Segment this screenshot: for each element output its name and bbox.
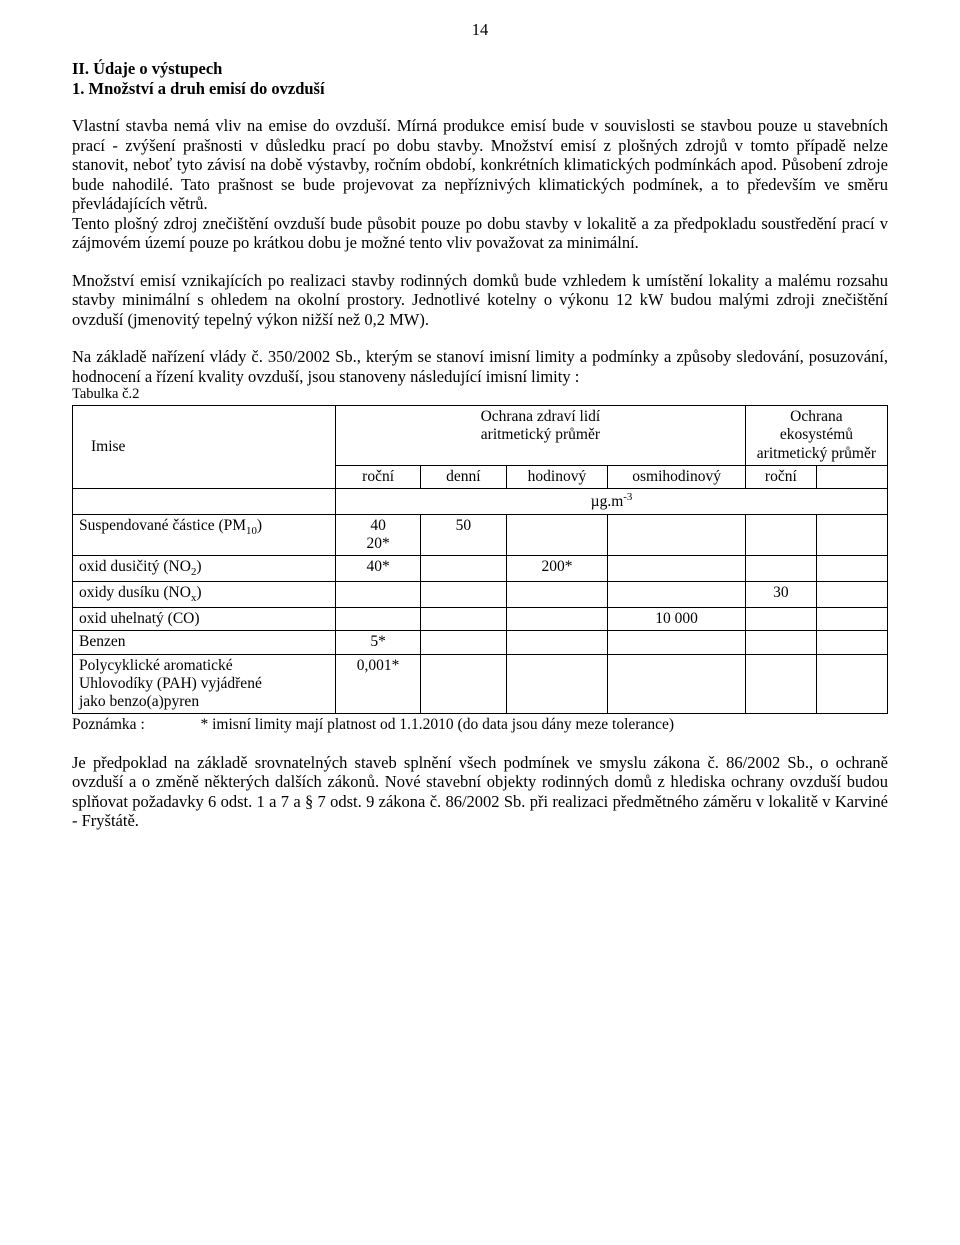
table-sub-rocni2: roční xyxy=(745,465,816,488)
table-row-label: oxid dusičitý (NO2) xyxy=(73,556,336,582)
table-row-label: oxid uhelnatý (CO) xyxy=(73,608,336,631)
table-cell xyxy=(608,582,745,608)
table-cell xyxy=(421,654,506,714)
table-unit-sup: -3 xyxy=(623,491,632,503)
table-head-imise: Imise xyxy=(73,406,336,489)
table-cell xyxy=(506,608,608,631)
table-cell xyxy=(608,631,745,654)
table-cell xyxy=(816,608,887,631)
subscript: 10 xyxy=(246,525,257,537)
page-number: 14 xyxy=(72,20,888,39)
heading-section-2: II. Údaje o výstupech xyxy=(72,59,888,78)
table-row: oxidy dusíku (NOx) 30 xyxy=(73,582,888,608)
paragraph-2: Tento plošný zdroj znečištění ovzduší bu… xyxy=(72,214,888,253)
table-head-eco-line1: Ochrana ekosystémů xyxy=(780,408,853,443)
table-head-zdravi: Ochrana zdraví lidí aritmetický průměr xyxy=(335,406,745,466)
table-cell: 200* xyxy=(506,556,608,582)
table-cell: 4020* xyxy=(335,514,420,556)
table-cell xyxy=(506,514,608,556)
table-cell xyxy=(608,514,745,556)
table-row-label: Benzen xyxy=(73,631,336,654)
table-header-row-1: Imise Ochrana zdraví lidí aritmetický pr… xyxy=(73,406,888,466)
table-head-eco-line2: aritmetický průměr xyxy=(757,445,876,462)
table-cell xyxy=(608,556,745,582)
table-unit-blank xyxy=(73,489,336,514)
paragraph-1: Vlastní stavba nemá vliv na emise do ovz… xyxy=(72,116,888,213)
table-cell xyxy=(335,608,420,631)
table-cell xyxy=(745,608,816,631)
table-cell xyxy=(421,608,506,631)
table-unit-cell: µg.m-3 xyxy=(335,489,887,514)
table-sub-hodinovy: hodinový xyxy=(506,465,608,488)
table-footnote: Poznámka : * imisní limity mají platnost… xyxy=(72,716,888,734)
table-head-eco: Ochrana ekosystémů aritmetický průměr xyxy=(745,406,887,466)
table-sub-blank xyxy=(816,465,887,488)
table-cell xyxy=(816,514,887,556)
table-cell xyxy=(608,654,745,714)
heading-subsection-1: 1. Množství a druh emisí do ovzduší xyxy=(72,79,888,98)
table-cell: 30 xyxy=(745,582,816,608)
table-cell xyxy=(506,631,608,654)
table-head-zdravi-line1: Ochrana zdraví lidí xyxy=(481,408,601,425)
table-row: Suspendované částice (PM10)4020*50 xyxy=(73,514,888,556)
emission-table: Imise Ochrana zdraví lidí aritmetický pr… xyxy=(72,405,888,714)
table-cell xyxy=(421,631,506,654)
table-cell xyxy=(816,654,887,714)
table-cell xyxy=(335,582,420,608)
subscript: 2 xyxy=(191,566,196,578)
table-cell: 40* xyxy=(335,556,420,582)
table-head-zdravi-line2: aritmetický průměr xyxy=(481,426,600,443)
table-cell xyxy=(506,582,608,608)
table-cell xyxy=(816,631,887,654)
table-row: Benzen5* xyxy=(73,631,888,654)
subscript: x xyxy=(191,592,196,604)
table-row-label: Suspendované částice (PM10) xyxy=(73,514,336,556)
paragraph-3: Množství emisí vznikajících po realizaci… xyxy=(72,271,888,329)
table-cell xyxy=(745,654,816,714)
table-sub-denni: denní xyxy=(421,465,506,488)
table-cell xyxy=(816,556,887,582)
table-cell: 5* xyxy=(335,631,420,654)
table-cell xyxy=(506,654,608,714)
footnote-label: Poznámka : xyxy=(72,716,145,733)
paragraph-4: Na základě nařízení vlády č. 350/2002 Sb… xyxy=(72,347,888,386)
table-row: Polycyklické aromatickéUhlovodíky (PAH) … xyxy=(73,654,888,714)
table-cell xyxy=(745,631,816,654)
table-unit-text: µg.m xyxy=(591,493,624,510)
table-row-label: Polycyklické aromatickéUhlovodíky (PAH) … xyxy=(73,654,336,714)
table-cell: 10 000 xyxy=(608,608,745,631)
table-cell xyxy=(421,556,506,582)
table-cell xyxy=(745,514,816,556)
table-caption: Tabulka č.2 xyxy=(72,386,888,403)
table-cell xyxy=(421,582,506,608)
footnote-text: * imisní limity mají platnost od 1.1.201… xyxy=(201,716,675,733)
table-unit-row: µg.m-3 xyxy=(73,489,888,514)
table-row: oxid dusičitý (NO2)40* 200* xyxy=(73,556,888,582)
table-cell xyxy=(745,556,816,582)
table-sub-rocni: roční xyxy=(335,465,420,488)
table-row-label: oxidy dusíku (NOx) xyxy=(73,582,336,608)
table-cell xyxy=(816,582,887,608)
paragraph-5: Je předpoklad na základě srovnatelných s… xyxy=(72,753,888,831)
table-row: oxid uhelnatý (CO) 10 000 xyxy=(73,608,888,631)
table-sub-osmihodinovy: osmihodinový xyxy=(608,465,745,488)
table-cell: 50 xyxy=(421,514,506,556)
table-cell: 0,001* xyxy=(335,654,420,714)
